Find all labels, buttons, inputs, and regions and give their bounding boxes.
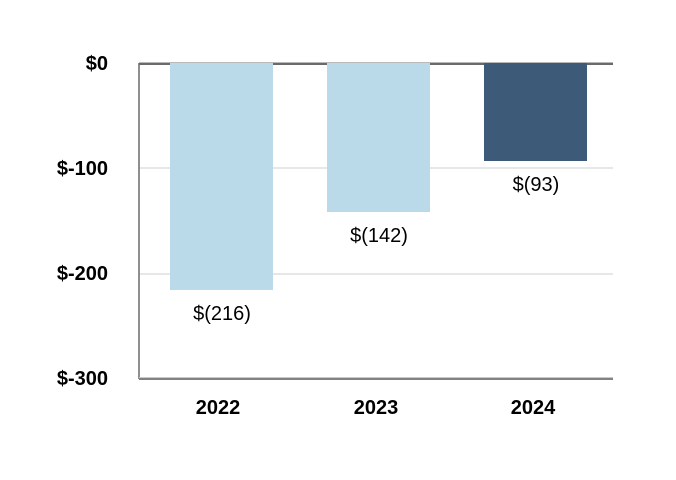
y-axis-line — [138, 63, 140, 379]
x-axis-label-2022: 2022 — [195, 397, 241, 419]
y-axis-tick-label-300: $-300 — [56, 368, 108, 390]
y-axis-tick-label-0: $0 — [85, 53, 108, 75]
x-axis-label-2024: 2024 — [510, 397, 556, 419]
x-axis-label-2023: 2023 — [353, 397, 399, 419]
y-axis-tick-label-100: $-100 — [56, 158, 108, 180]
bar-2022 — [170, 63, 273, 290]
bar-2024 — [484, 63, 587, 161]
y-axis-tick-label-200: $-200 — [56, 263, 108, 285]
bar-2023 — [327, 63, 430, 212]
data-label-2023: $(142) — [350, 225, 408, 247]
plot-area: $(216) $(142) $(93) — [138, 62, 613, 380]
data-label-2024: $(93) — [512, 174, 560, 196]
gridline-minus-200 — [139, 273, 613, 275]
data-label-2022: $(216) — [193, 303, 251, 325]
x-axis-bottom-line — [139, 377, 613, 380]
